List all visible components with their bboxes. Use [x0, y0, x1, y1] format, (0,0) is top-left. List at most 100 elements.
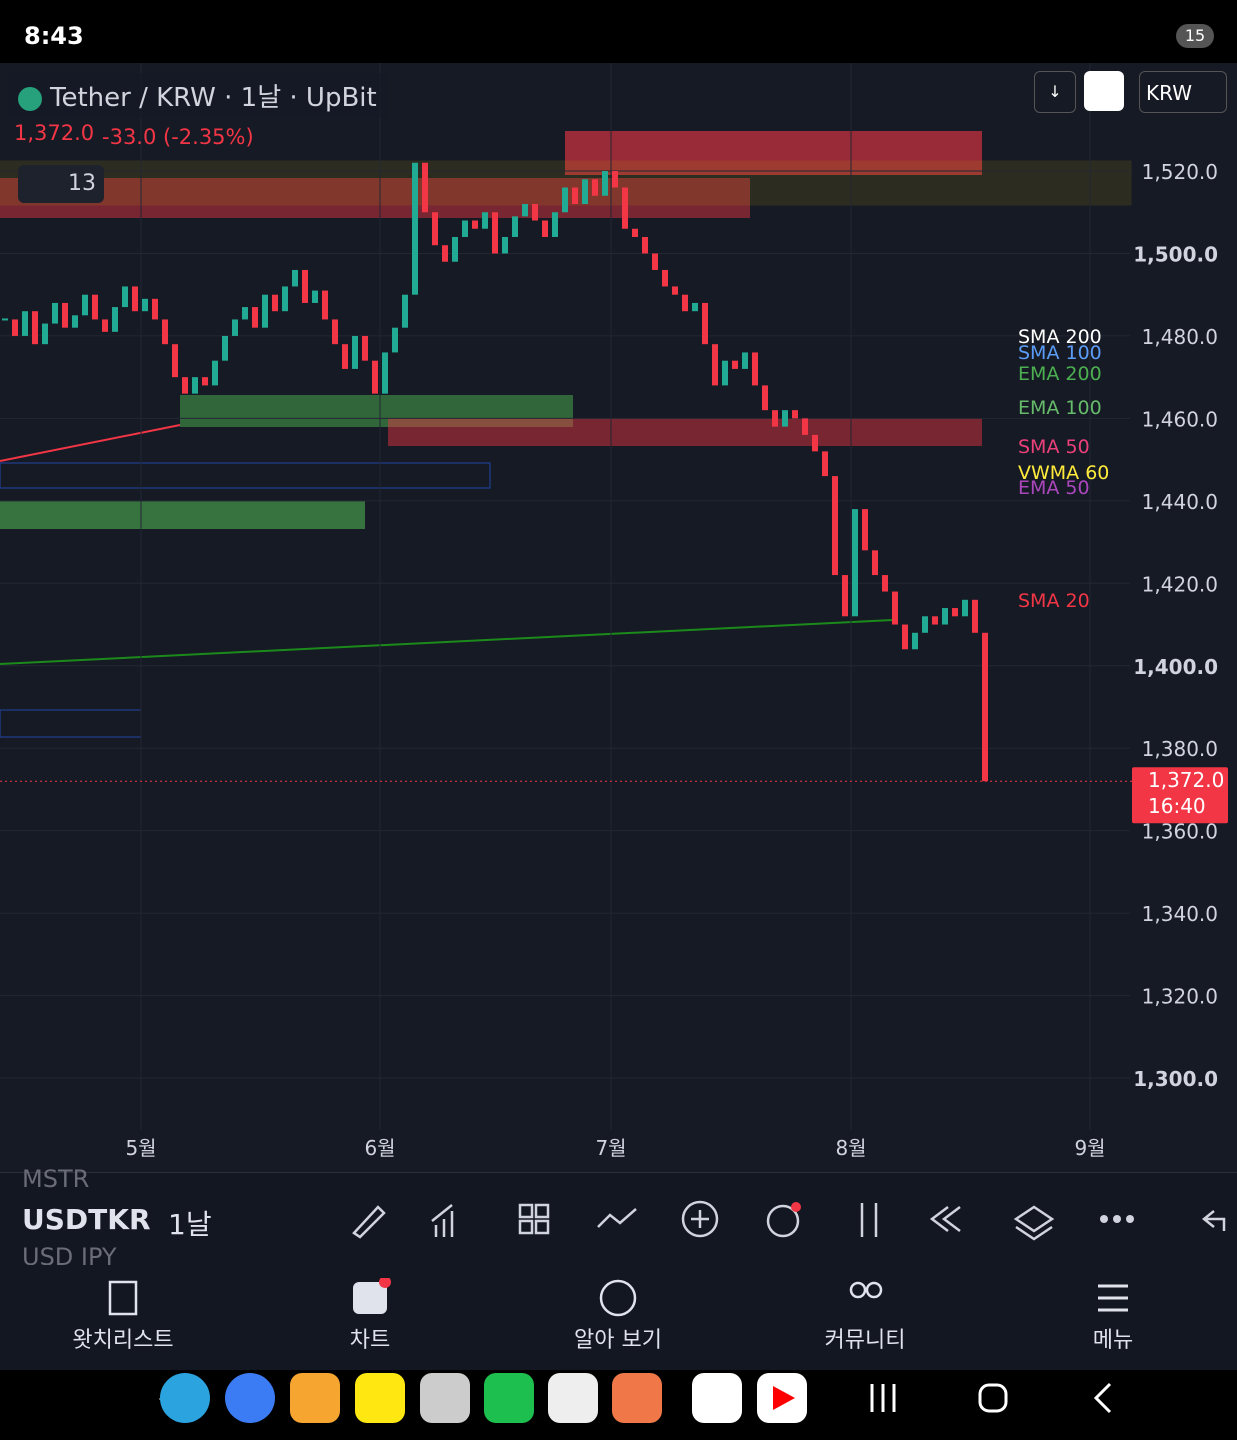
y-tick-label: 1,500.0	[1133, 242, 1218, 266]
chart-area: 1,300.0 1,320.0 1,340.0 1,360.0 1,380.0 1,400…	[0, 63, 1237, 1172]
app-icon[interactable]	[548, 1373, 598, 1423]
y-tick-label: 1,300.0	[1133, 1067, 1218, 1091]
app-icon[interactable]	[484, 1373, 534, 1423]
replay-button[interactable]	[1084, 71, 1124, 111]
nav-item[interactable]: 커뮤니티	[765, 1266, 965, 1354]
candle	[832, 476, 838, 576]
compare-icon[interactable]	[597, 1208, 637, 1228]
draw-icon[interactable]	[352, 1205, 386, 1239]
y-tick-label: 1,380.0	[1142, 737, 1218, 761]
candle	[892, 591, 898, 625]
indicator-label: EMA 50	[1018, 477, 1090, 499]
candle	[822, 451, 828, 477]
home-button[interactable]	[978, 1383, 1008, 1413]
bottom-nav: 왓치리스트 차트 알아 보기 커뮤니티 메뉴	[0, 1266, 1237, 1370]
nav-label: 커뮤니티	[824, 1328, 906, 1353]
candle	[972, 599, 978, 633]
symbol[interactable]: USDTKR	[22, 1203, 151, 1236]
candle	[352, 335, 358, 369]
candle	[332, 319, 338, 345]
candle	[712, 344, 718, 386]
zone	[565, 131, 982, 175]
candle	[442, 245, 448, 262]
candle	[732, 360, 738, 369]
app-icon[interactable]	[290, 1373, 340, 1423]
prev-symbol[interactable]: MSTR	[22, 1165, 90, 1193]
candle	[422, 162, 428, 213]
candle	[312, 290, 318, 303]
indicator-toggle[interactable]: 13	[18, 165, 104, 203]
download-button[interactable]: ↓	[1034, 71, 1076, 113]
nav-item[interactable]: 차트	[270, 1266, 470, 1354]
y-tick-label: 1,340.0	[1142, 902, 1218, 926]
candle	[342, 344, 348, 369]
tool-icons	[352, 1200, 1226, 1241]
candle	[152, 298, 158, 320]
app-icon[interactable]	[692, 1373, 742, 1423]
indicator-label: SMA 200	[1018, 326, 1102, 348]
candle	[672, 286, 678, 295]
indicator-icon[interactable]	[431, 1204, 454, 1237]
symbol-title[interactable]: Tether / KRW · 1날 · UpBit	[8, 73, 387, 118]
trend-line	[0, 619, 894, 665]
x-tick-label: 9월	[1074, 1136, 1105, 1160]
candle	[772, 410, 778, 427]
app-icon[interactable]	[355, 1373, 405, 1423]
indicator-label: EMA 100	[1018, 397, 1102, 419]
candle	[852, 509, 858, 617]
candle	[482, 212, 488, 229]
candle	[452, 236, 458, 262]
layout-icon[interactable]	[518, 1203, 534, 1219]
candle	[472, 220, 478, 229]
change: -33.0 (-2.35%)	[102, 125, 254, 149]
y-tick-label: 1,440.0	[1142, 490, 1218, 514]
y-tick-label: 1,480.0	[1142, 325, 1218, 349]
y-tick-label: 1,420.0	[1142, 572, 1218, 596]
status-bar: 8:43 15	[0, 0, 1237, 63]
candle	[572, 187, 578, 205]
indicator-label: EMA 200	[1018, 363, 1102, 385]
candle	[932, 616, 938, 625]
nav-item[interactable]: 왓치리스트	[23, 1266, 223, 1354]
indicator-label: SMA 100	[1018, 342, 1102, 364]
app-icon[interactable]	[612, 1373, 662, 1423]
nav-icon	[599, 1279, 637, 1317]
app-icon[interactable]	[420, 1373, 470, 1423]
add-icon[interactable]	[681, 1200, 719, 1238]
nav-item[interactable]: 알아 보기	[518, 1266, 718, 1354]
app-icon[interactable]	[160, 1373, 210, 1423]
undo-icon[interactable]	[1201, 1210, 1226, 1231]
nav-item[interactable]: 메뉴	[1013, 1266, 1213, 1354]
candle	[32, 311, 38, 345]
layers-icon[interactable]	[1013, 1205, 1055, 1241]
candle-icon[interactable]	[860, 1203, 878, 1237]
zone	[388, 418, 982, 446]
dock-icons	[159, 1373, 1112, 1423]
battery: 15	[1176, 24, 1214, 48]
candle	[662, 269, 668, 287]
candle	[902, 624, 908, 650]
candle	[682, 294, 688, 312]
candle	[12, 319, 18, 336]
back-button[interactable]	[1093, 1382, 1112, 1414]
candle	[62, 302, 68, 328]
app-icon[interactable]	[225, 1373, 275, 1423]
candle	[742, 352, 748, 369]
candle	[22, 311, 28, 336]
candle	[242, 307, 248, 320]
candle	[722, 360, 728, 386]
y-tick-label: 1,320.0	[1142, 985, 1218, 1009]
x-tick-label: 5월	[125, 1136, 156, 1160]
x-tick-label: 6월	[364, 1136, 395, 1160]
zone	[0, 462, 491, 489]
interval[interactable]: 1날	[168, 1208, 212, 1241]
recents-button[interactable]	[870, 1384, 896, 1412]
next-symbol[interactable]: USD JPY	[22, 1243, 117, 1265]
replay-icon[interactable]	[929, 1206, 961, 1232]
currency-select[interactable]: KRW	[1139, 71, 1227, 113]
alert-icon[interactable]	[766, 1204, 800, 1238]
toolbar: MSTR USDTKR USD JPY 1날	[0, 1165, 1237, 1267]
candle	[222, 335, 228, 361]
candle	[282, 286, 288, 312]
